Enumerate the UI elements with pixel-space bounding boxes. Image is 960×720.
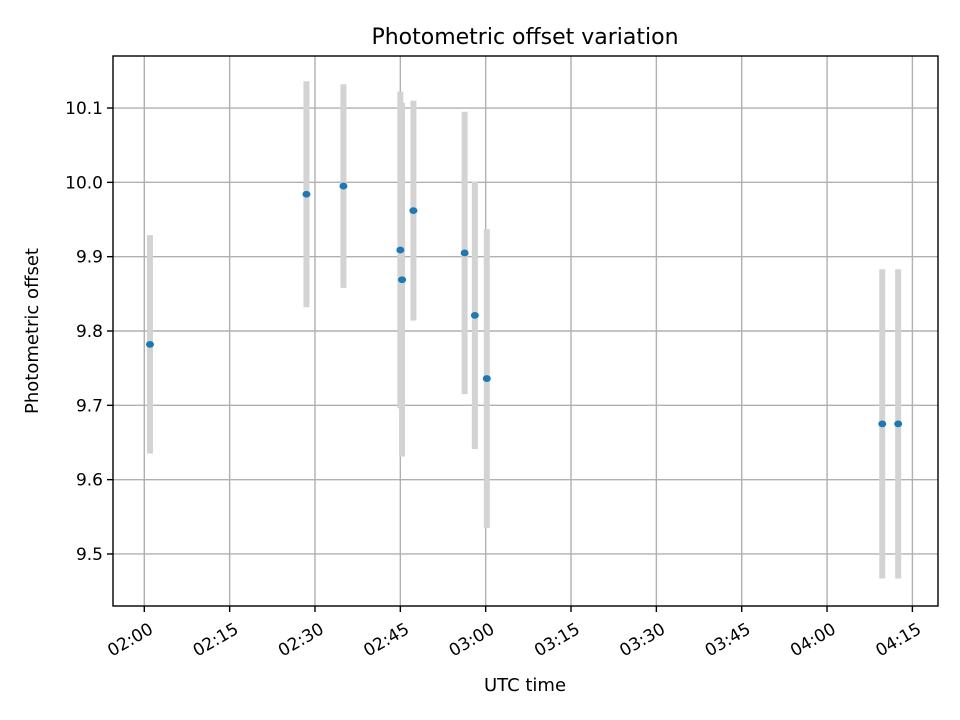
y-tick-label: 9.9 bbox=[76, 248, 103, 268]
y-tick-label: 9.5 bbox=[76, 545, 103, 565]
data-point bbox=[396, 246, 405, 254]
data-points bbox=[145, 182, 903, 428]
data-point bbox=[894, 420, 903, 428]
y-tick-label: 10.0 bbox=[65, 173, 103, 193]
data-point bbox=[145, 340, 154, 348]
data-point bbox=[409, 207, 418, 214]
y-tick-label: 10.1 bbox=[65, 99, 103, 119]
y-tick-label: 9.6 bbox=[76, 471, 103, 491]
y-tick-label: 9.7 bbox=[76, 396, 103, 416]
data-point bbox=[460, 249, 469, 257]
data-point bbox=[302, 190, 311, 198]
data-point bbox=[339, 182, 348, 190]
y-tick-label: 9.8 bbox=[76, 322, 103, 342]
data-point bbox=[878, 420, 887, 428]
chart-title: Photometric offset variation bbox=[371, 25, 678, 50]
x-axis-label: UTC time bbox=[484, 675, 566, 696]
data-point bbox=[482, 375, 491, 382]
y-axis-label: Photometric offset bbox=[22, 248, 43, 414]
data-point bbox=[398, 276, 407, 284]
grid bbox=[113, 56, 938, 606]
data-point bbox=[470, 311, 479, 319]
